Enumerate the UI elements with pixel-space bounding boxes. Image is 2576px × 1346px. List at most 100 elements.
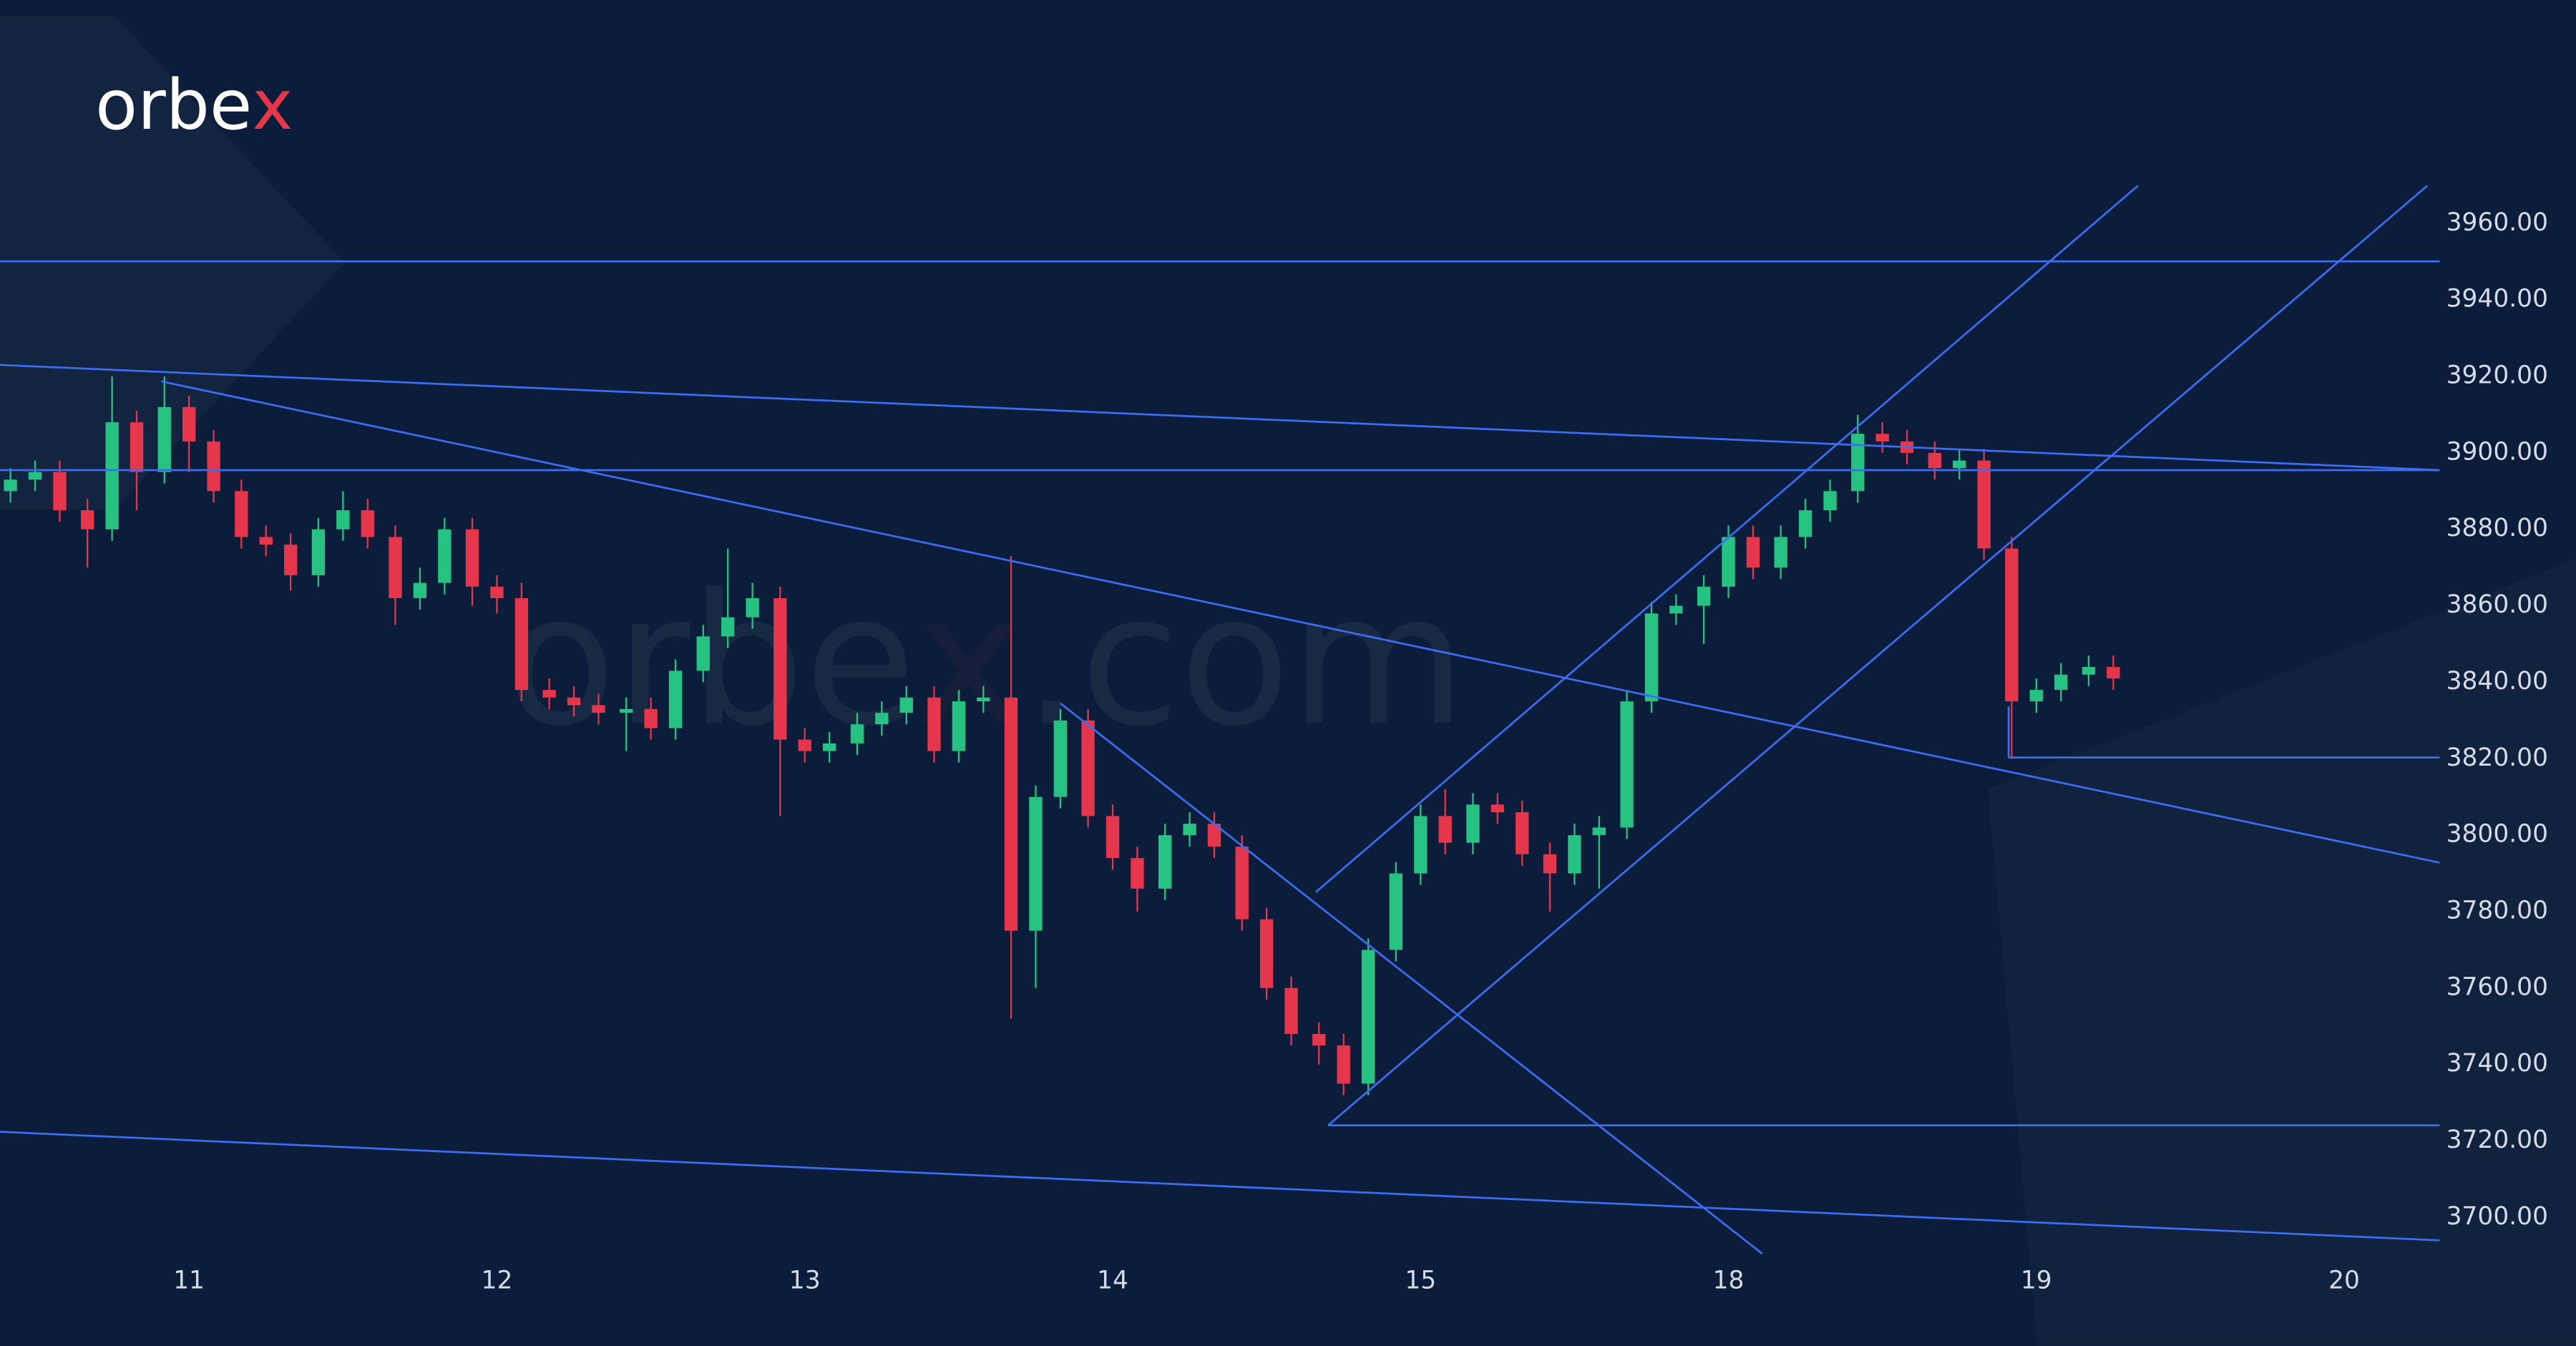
candle-body [311,529,326,575]
candle-body [389,537,402,598]
x-tick-label: 13 [789,1266,821,1294]
candle-body [105,422,119,530]
candle-body [361,510,374,537]
candle-body [822,743,836,751]
candle-body [1977,460,1991,549]
candle-body [619,708,633,713]
candle-body [644,708,658,728]
candle-body [2082,667,2096,675]
candle-body [2107,667,2120,679]
candle-body [283,545,298,575]
candle-body [1875,434,1889,442]
y-tick-label: 3920.00 [2446,361,2548,390]
candle-body [1697,586,1711,606]
candle-body [592,705,605,713]
y-tick-label: 3860.00 [2446,590,2548,619]
candle-body [336,510,350,530]
candle-body [81,510,94,530]
candle-body [1823,491,1837,511]
candle-body [1337,1045,1350,1084]
candle-body [977,697,990,702]
candle-body [1361,950,1375,1084]
y-tick-label: 3720.00 [2446,1126,2548,1154]
y-tick-label: 3780.00 [2446,896,2548,925]
logo: orbex [95,65,293,145]
candle-body [490,586,504,598]
candle-body [875,713,889,725]
candle-body [721,617,735,637]
trend-line [1327,185,2429,1126]
x-tick-label: 18 [1713,1266,1745,1294]
candle-body [53,472,67,511]
candle-body [2029,690,2043,702]
trend-line [1315,185,2139,893]
candle-body [1722,537,1735,587]
candle-body [1183,824,1196,836]
candle-body [2054,674,2068,691]
candle-body [696,636,710,671]
y-tick-label: 3840.00 [2446,667,2548,696]
x-tick-label: 11 [173,1266,205,1294]
candle-body [1414,816,1428,874]
candle-body [1158,835,1172,889]
candle-body [1235,847,1249,920]
y-tick-label: 3800.00 [2446,820,2548,849]
candle-body [1798,510,1813,537]
x-tick-label: 14 [1097,1266,1128,1294]
y-tick-label: 3760.00 [2446,972,2548,1001]
candle-body [1851,434,1865,492]
candle-body [746,598,759,618]
candle-body [1592,827,1606,836]
trend-line [161,380,2440,864]
candle-body [2005,548,2019,702]
candle-body [438,529,452,583]
candle-body [130,422,144,472]
candle-body [1746,537,1760,568]
x-tick-label: 20 [2328,1266,2360,1294]
candle-body [542,690,556,698]
y-tick-label: 3700.00 [2446,1202,2548,1231]
candle-body [1131,858,1144,889]
candle-body [28,472,42,480]
y-tick-label: 3740.00 [2446,1049,2548,1078]
candle-body [668,670,683,728]
candle-body [1284,987,1298,1034]
candle-body [157,406,171,472]
candle-body [850,724,864,743]
y-tick-label: 3880.00 [2446,514,2548,542]
candle-body [1389,873,1403,950]
candle-body [1491,804,1505,813]
candle-body [1669,605,1683,614]
y-tick-label: 3820.00 [2446,743,2548,772]
y-tick-label: 3900.00 [2446,437,2548,466]
candle-body [1568,835,1581,874]
candle-body [4,479,17,492]
y-tick-label: 3960.00 [2446,208,2548,237]
candle-body [259,537,273,545]
candle-body [514,598,529,691]
trend-line [1059,702,1763,1255]
candle-body [1004,697,1018,931]
candle-body [1438,816,1452,843]
trend-line [0,1131,2440,1242]
candle-body [1081,720,1095,816]
candle-body [1106,816,1120,859]
candle-body [1029,796,1043,931]
candle-body [1516,812,1529,854]
candle-body [1953,460,1966,469]
x-tick-label: 15 [1405,1266,1436,1294]
candle-body [1207,824,1221,847]
candle-body [465,529,479,587]
x-tick-label: 19 [2021,1266,2052,1294]
candle-body [182,406,196,442]
candle-body [1928,452,1941,469]
candle-body [413,582,427,598]
x-tick-label: 12 [482,1266,513,1294]
candle-body [1543,854,1557,874]
candle-body [235,491,248,537]
candle-body [1053,720,1068,797]
candle-body [1466,804,1480,843]
trend-line [0,364,2440,472]
